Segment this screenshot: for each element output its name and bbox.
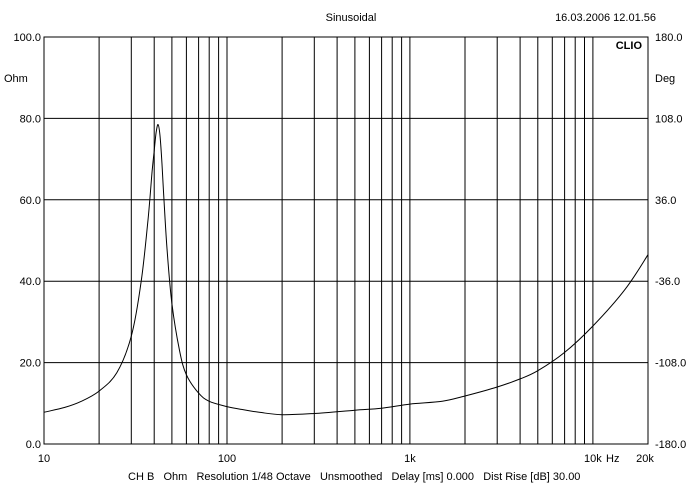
timestamp: 16.03.2006 12.01.56: [555, 12, 656, 24]
y2-tick-label: 36.0: [655, 195, 676, 207]
x-axis: 10 100 1k 10k 20k: [38, 453, 654, 465]
y2-tick-label: -108.0: [655, 358, 686, 370]
y2-tick-label: -36.0: [655, 276, 680, 288]
x-tick-label: 10: [38, 453, 50, 465]
y2-tick-label: 108.0: [655, 113, 683, 125]
y-tick-label: 0.0: [26, 439, 41, 451]
clio-logo: CLIO: [616, 40, 643, 52]
y-unit-label: Ohm: [4, 73, 28, 85]
status-line: CH B Ohm Resolution 1/48 Octave Unsmooth…: [128, 471, 580, 483]
y-tick-label: 40.0: [20, 276, 41, 288]
y-tick-label: 100.0: [13, 32, 41, 44]
grid: [44, 37, 648, 444]
y2-tick-label: 180.0: [655, 32, 683, 44]
x-unit-label: Hz: [606, 453, 619, 465]
y2-unit-label: Deg: [655, 73, 675, 85]
x-tick-label: 100: [218, 453, 236, 465]
y2-tick-label: -180.0: [655, 439, 686, 451]
plot-frame: [43, 36, 649, 445]
impedance-curve: [43, 123, 649, 416]
y-tick-label: 80.0: [20, 113, 41, 125]
y-tick-label: 20.0: [20, 358, 41, 370]
y-axis-right: -180.0 -108.0 -36.0 36.0 108.0 180.0: [655, 32, 686, 451]
x-tick-label: 10k: [584, 453, 602, 465]
x-tick-label: 20k: [636, 453, 654, 465]
y-tick-label: 60.0: [20, 195, 41, 207]
y-axis-left: 0.0 20.0 40.0 60.0 80.0 100.0: [13, 32, 41, 451]
x-tick-label: 1k: [404, 453, 416, 465]
chart-title: Sinusoidal: [326, 12, 377, 24]
